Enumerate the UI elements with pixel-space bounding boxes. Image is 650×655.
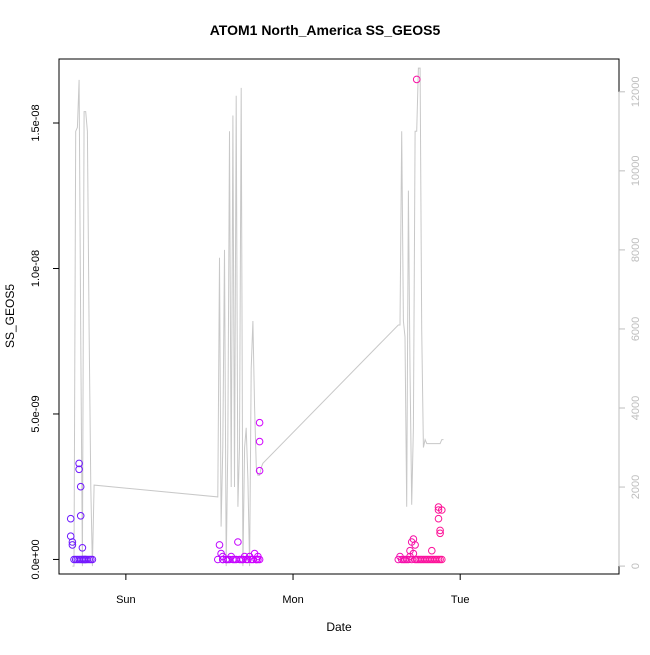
data-point bbox=[436, 529, 444, 538]
x-tick-label: Sun bbox=[116, 594, 136, 606]
data-point bbox=[215, 541, 224, 549]
plot-frame bbox=[58, 58, 620, 575]
y2-tick-label: 8000 bbox=[630, 238, 642, 262]
data-point bbox=[255, 466, 264, 475]
y2-tick-label: 2000 bbox=[630, 475, 642, 499]
y-tick-label: 1.0e-08 bbox=[30, 250, 42, 287]
y2-tick-label: 0 bbox=[630, 563, 642, 569]
data-point bbox=[234, 538, 242, 546]
data-point bbox=[81, 555, 90, 564]
series-line-group bbox=[72, 67, 444, 567]
data-point bbox=[75, 459, 83, 468]
y-axis: 0.0e+00 5.0e-09 1.0e-08 1.5e-08 bbox=[30, 104, 60, 579]
data-point bbox=[411, 541, 419, 549]
y2-axis: 0 2000 4000 6000 8000 10000 12000 bbox=[618, 77, 642, 569]
data-point bbox=[436, 526, 444, 535]
data-point bbox=[255, 418, 264, 427]
x-tick-label: Mon bbox=[282, 594, 303, 606]
x-tick-label: Tue bbox=[451, 594, 470, 606]
data-point bbox=[428, 546, 436, 555]
data-point bbox=[76, 482, 85, 491]
data-point bbox=[406, 546, 414, 555]
series-points-group bbox=[66, 75, 446, 564]
y2-tick-label: 4000 bbox=[630, 396, 642, 420]
data-point bbox=[254, 555, 262, 564]
y-tick-label: 1.5e-08 bbox=[30, 104, 42, 141]
series-line bbox=[72, 67, 444, 567]
data-point bbox=[76, 512, 85, 520]
x-axis: Sun Mon Tue bbox=[116, 573, 470, 606]
y-axis-label: SS_GEOS5 bbox=[3, 284, 17, 348]
y-tick-label: 5.0e-09 bbox=[30, 395, 42, 432]
data-point bbox=[434, 514, 443, 523]
y2-tick-label: 10000 bbox=[630, 156, 642, 187]
y-tick-label: 0.0e+00 bbox=[30, 539, 42, 579]
chart-title: ATOM1 North_America SS_GEOS5 bbox=[210, 22, 441, 38]
data-point bbox=[78, 544, 87, 552]
data-point bbox=[239, 555, 247, 564]
data-point bbox=[434, 506, 443, 514]
data-point bbox=[68, 541, 77, 549]
data-point bbox=[75, 465, 83, 474]
y2-tick-label: 6000 bbox=[630, 317, 642, 341]
data-point bbox=[434, 503, 443, 511]
y2-tick-label: 12000 bbox=[630, 77, 642, 108]
data-point bbox=[68, 538, 77, 546]
data-point bbox=[255, 437, 264, 446]
data-point bbox=[438, 555, 446, 564]
data-point bbox=[78, 555, 87, 564]
x-axis-label: Date bbox=[326, 620, 352, 634]
data-point bbox=[222, 555, 230, 564]
data-point bbox=[66, 514, 75, 523]
data-point bbox=[219, 555, 227, 564]
data-point bbox=[412, 75, 421, 84]
